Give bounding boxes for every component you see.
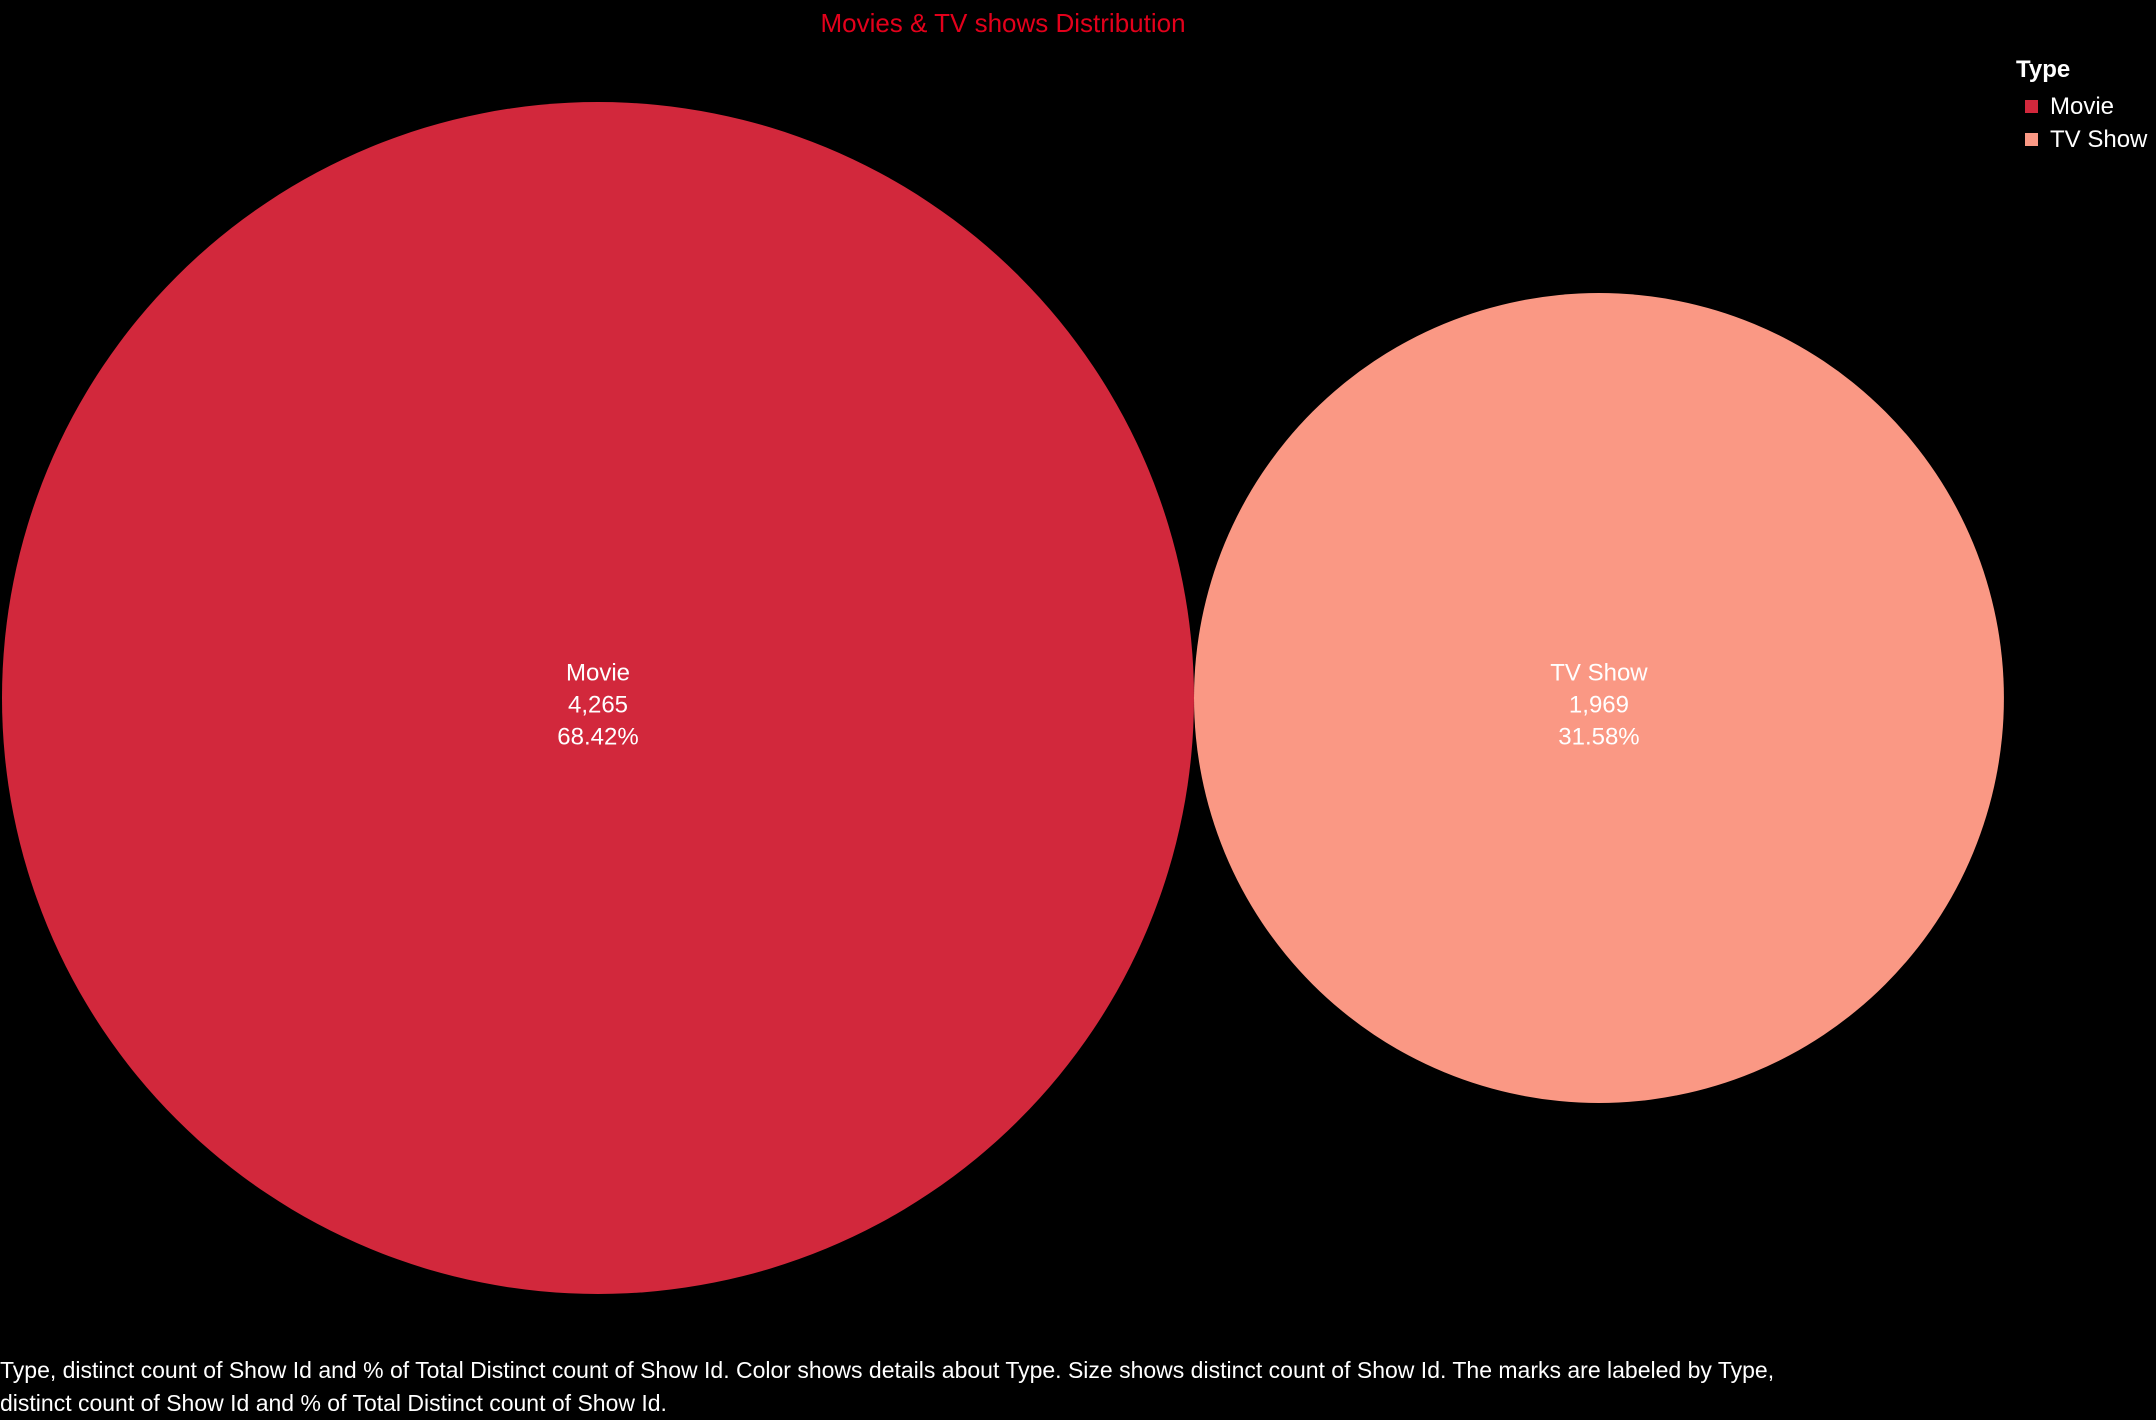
bubble-chart: Movie 4,265 68.42% TV Show 1,969 31.58% <box>2 102 2004 1294</box>
bubble-label-count-tv-show: 1,969 <box>1569 691 1629 718</box>
legend-item-movie[interactable]: Movie <box>2016 90 2147 123</box>
caption-line-2: distinct count of Show Id and % of Total… <box>0 1390 667 1416</box>
legend-label-tv-show: TV Show <box>2050 125 2148 153</box>
bubble-movie[interactable] <box>2 102 1194 1294</box>
chart-caption: Type, distinct count of Show Id and % of… <box>0 1354 2150 1420</box>
legend-swatch-movie <box>2025 100 2038 113</box>
chart-title: Movies & TV shows Distribution <box>820 8 1186 38</box>
bubble-label-count-movie: 4,265 <box>568 691 628 718</box>
legend-swatch-tv-show <box>2025 133 2038 146</box>
bubble-label-percent-tv-show: 31.58% <box>1558 723 1639 750</box>
bubble-label-name-tv-show: TV Show <box>1550 659 1648 686</box>
bubble-tv-show[interactable] <box>1194 293 2004 1103</box>
bubble-label-name-movie: Movie <box>566 659 630 686</box>
legend-title: Type <box>2016 56 2071 83</box>
legend-item-tv-show[interactable]: TV Show <box>2016 123 2147 156</box>
caption-line-1: Type, distinct count of Show Id and % of… <box>0 1357 1775 1383</box>
legend: Type Movie TV Show <box>2016 56 2147 156</box>
bubble-label-percent-movie: 68.42% <box>557 723 638 750</box>
legend-label-movie: Movie <box>2050 92 2115 120</box>
